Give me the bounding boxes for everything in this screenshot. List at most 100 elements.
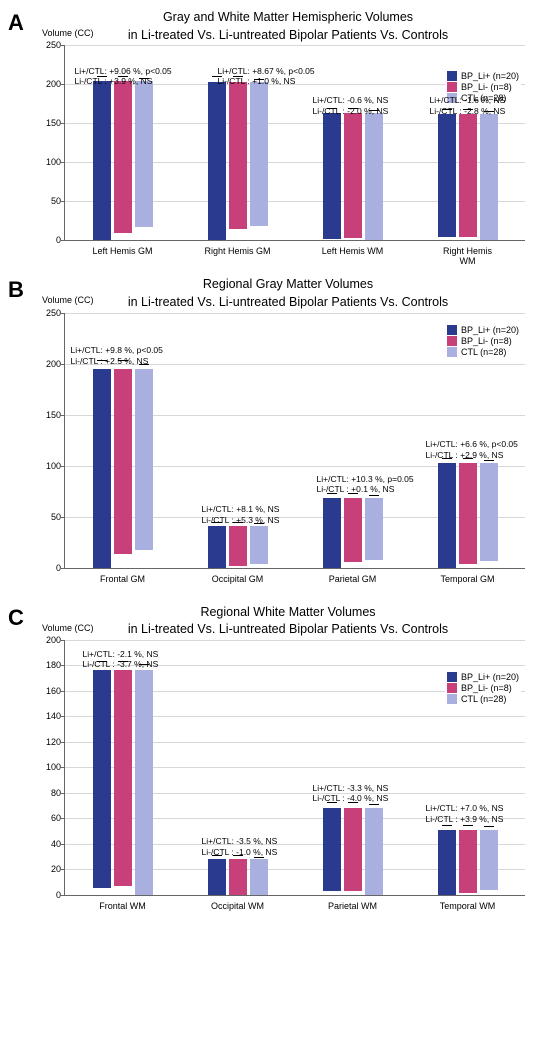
bar-group [438, 463, 498, 567]
comparison-annotation: Li+/CTL: -3.3 %, NSLi-/CTL : -4.0 %, NS [313, 783, 389, 804]
ytick-label: 150 [37, 118, 61, 128]
annotation-line: Li-/CTL : -4.0 %, NS [313, 793, 389, 804]
ytick-mark [61, 793, 65, 794]
ytick-label: 20 [37, 864, 61, 874]
error-cap [369, 495, 379, 496]
bar [365, 498, 383, 560]
bar-group [323, 808, 383, 895]
ytick-mark [61, 313, 65, 314]
bar [229, 82, 247, 229]
bar [459, 463, 477, 564]
ytick-mark [61, 240, 65, 241]
ytick-label: 200 [37, 635, 61, 645]
annotation-line: Li+/CTL: -1.6 %, NS [430, 95, 506, 106]
annotation-line: Li+/CTL: +6.6 %, p<0.05 [426, 439, 518, 450]
chart-plot-area: 020406080100120140160180200BP_Li+ (n=20)… [64, 640, 525, 896]
ytick-mark [61, 568, 65, 569]
ytick-label: 120 [37, 737, 61, 747]
legend-swatch [447, 71, 457, 81]
legend-swatch [447, 325, 457, 335]
bar [135, 670, 153, 894]
annotation-line: Li-/CTL : +1.0 %, NS [218, 76, 315, 87]
annotation-line: Li+/CTL: +10.3 %, p=0.05 [317, 474, 414, 485]
panel-letter: B [8, 277, 24, 303]
comparison-annotation: Li+/CTL: -0.6 %, NSLi-/CTL : -2.0 %, NS [313, 95, 389, 116]
bar [344, 808, 362, 891]
ytick-label: 100 [37, 762, 61, 772]
annotation-line: Li-/CTL : -1.0 %, NS [202, 847, 278, 858]
bar [459, 114, 477, 237]
x-category-label: Right Hemis GM [204, 246, 270, 256]
annotation-line: Li+/CTL: +7.0 %, NS [426, 803, 504, 814]
annotation-line: Li-/CTL : +3.9 %, NS [426, 814, 504, 825]
annotation-line: Li-/CTL : -2.8 %, NS [430, 106, 506, 117]
bar [93, 670, 111, 888]
legend-swatch [447, 683, 457, 693]
gridline [65, 640, 525, 641]
legend-swatch [447, 672, 457, 682]
annotation-line: Li+/CTL: -3.5 %, NS [202, 836, 278, 847]
bar-group [93, 81, 153, 240]
legend-label: BP_Li+ (n=20) [461, 325, 519, 335]
ytick-mark [61, 640, 65, 641]
bar [323, 113, 341, 239]
y-axis-label: Volume (CC) [42, 623, 94, 633]
comparison-annotation: Li+/CTL: +6.6 %, p<0.05Li-/CTL : +2.9 %,… [426, 439, 518, 460]
legend-swatch [447, 82, 457, 92]
bar-group [208, 526, 268, 568]
chart-plot-area: 050100150200250BP_Li+ (n=20)BP_Li- (n=8)… [64, 313, 525, 569]
comparison-annotation: Li+/CTL: -2.1 %, NSLi-/CTL : -3.7 %, NS [83, 649, 159, 670]
ytick-label: 100 [37, 461, 61, 471]
x-category-label: Temporal WM [440, 901, 496, 911]
legend-label: BP_Li+ (n=20) [461, 672, 519, 682]
comparison-annotation: Li+/CTL: -1.6 %, NSLi-/CTL : -2.8 %, NS [430, 95, 506, 116]
bar [229, 526, 247, 567]
y-axis-label: Volume (CC) [42, 28, 94, 38]
chart-title-line2: in Li-treated Vs. Li-untreated Bipolar P… [48, 28, 528, 44]
legend-row: CTL (n=28) [447, 347, 519, 357]
bar [93, 369, 111, 568]
bar [250, 82, 268, 226]
error-cap [442, 825, 452, 826]
error-cap [463, 825, 473, 826]
bar [365, 113, 383, 240]
ytick-mark [61, 818, 65, 819]
chart-title-line1: Regional Gray Matter Volumes [48, 277, 528, 293]
bar [208, 82, 226, 240]
ytick-mark [61, 844, 65, 845]
ytick-label: 200 [37, 359, 61, 369]
ytick-label: 250 [37, 40, 61, 50]
bar-group [93, 369, 153, 568]
ytick-mark [61, 767, 65, 768]
ytick-mark [61, 517, 65, 518]
bar-group [208, 859, 268, 895]
bar [480, 114, 498, 240]
ytick-mark [61, 665, 65, 666]
annotation-line: Li+/CTL: -3.3 %, NS [313, 783, 389, 794]
bar [323, 808, 341, 891]
bar-group [208, 82, 268, 240]
y-axis-label: Volume (CC) [42, 295, 94, 305]
gridline [65, 313, 525, 314]
ytick-mark [61, 123, 65, 124]
bar [135, 369, 153, 551]
legend-row: BP_Li- (n=8) [447, 82, 519, 92]
comparison-annotation: Li+/CTL: +7.0 %, NSLi-/CTL : +3.9 %, NS [426, 803, 504, 824]
legend-row: BP_Li+ (n=20) [447, 672, 519, 682]
legend-row: BP_Li- (n=8) [447, 683, 519, 693]
ytick-label: 0 [37, 235, 61, 245]
legend-label: CTL (n=28) [461, 694, 506, 704]
ytick-label: 80 [37, 788, 61, 798]
ytick-label: 200 [37, 79, 61, 89]
x-category-label: Left Hemis WM [322, 246, 384, 256]
ytick-label: 150 [37, 410, 61, 420]
bar [438, 830, 456, 895]
ytick-mark [61, 716, 65, 717]
legend-row: BP_Li+ (n=20) [447, 71, 519, 81]
bar [250, 859, 268, 895]
legend-label: CTL (n=28) [461, 347, 506, 357]
bar [365, 808, 383, 895]
chart-title-line2: in Li-treated Vs. Li-untreated Bipolar P… [48, 295, 528, 311]
bar [323, 498, 341, 567]
legend-row: CTL (n=28) [447, 694, 519, 704]
